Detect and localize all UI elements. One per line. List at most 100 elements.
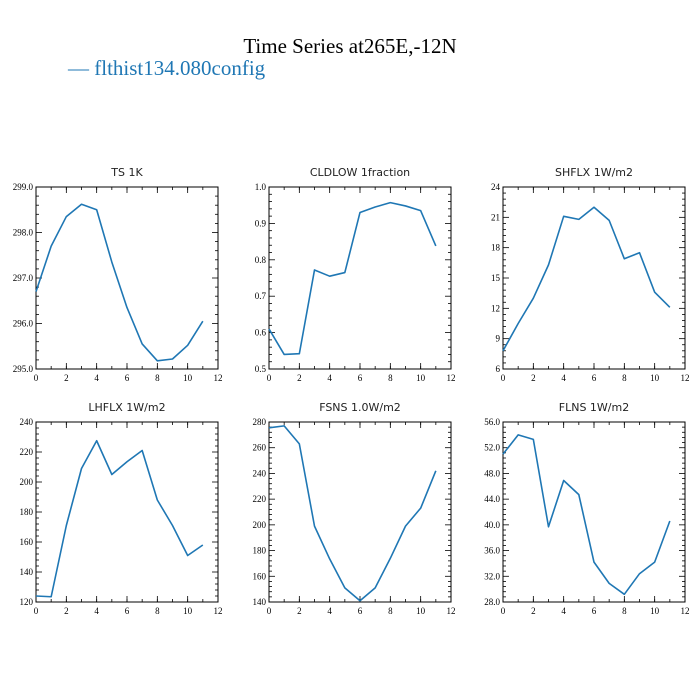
series-line bbox=[502, 434, 671, 596]
y-tick-label: 298.0 bbox=[13, 228, 34, 238]
panel-title: LHFLX 1W/m2 bbox=[88, 401, 165, 414]
y-tick-label: 28.0 bbox=[484, 597, 500, 607]
x-tick-label: 6 bbox=[592, 373, 597, 383]
y-tick-label: 15 bbox=[491, 273, 501, 283]
y-tick-label: 0.7 bbox=[255, 291, 267, 301]
x-tick-label: 10 bbox=[650, 373, 660, 383]
y-tick-label: 160 bbox=[20, 537, 34, 547]
x-tick-label: 8 bbox=[622, 606, 627, 616]
x-tick-label: 2 bbox=[531, 373, 536, 383]
y-tick-label: 36.0 bbox=[484, 546, 500, 556]
y-tick-label: 280 bbox=[253, 417, 267, 427]
x-tick-label: 10 bbox=[183, 606, 193, 616]
x-tick-label: 4 bbox=[327, 373, 332, 383]
y-tick-label: 140 bbox=[20, 567, 34, 577]
legend-entry: — flthist134.080config bbox=[68, 56, 266, 80]
x-tick-label: 6 bbox=[125, 373, 130, 383]
panel-title: TS 1K bbox=[110, 166, 143, 179]
series-line bbox=[35, 203, 204, 362]
series-line bbox=[35, 439, 204, 598]
x-tick-label: 6 bbox=[358, 606, 363, 616]
x-tick-label: 10 bbox=[416, 606, 426, 616]
y-tick-label: 180 bbox=[253, 546, 267, 556]
x-tick-label: 8 bbox=[388, 373, 393, 383]
x-tick-label: 8 bbox=[388, 606, 393, 616]
x-tick-label: 2 bbox=[531, 606, 536, 616]
y-tick-label: 200 bbox=[20, 477, 34, 487]
x-tick-label: 0 bbox=[34, 373, 39, 383]
y-tick-label: 1.0 bbox=[255, 182, 267, 192]
x-tick-label: 2 bbox=[297, 606, 302, 616]
y-tick-label: 140 bbox=[253, 597, 267, 607]
x-tick-label: 12 bbox=[681, 606, 690, 616]
y-tick-label: 52.0 bbox=[484, 443, 500, 453]
x-tick-label: 10 bbox=[183, 373, 193, 383]
x-tick-label: 0 bbox=[501, 606, 506, 616]
y-tick-label: 32.0 bbox=[484, 571, 500, 581]
y-tick-label: 120 bbox=[20, 597, 34, 607]
panel-6: FLNS 1W/m2 0 2 4 6 8 10 12 28.0 32.0 36.0 40.0 44.0 4… bbox=[484, 401, 689, 616]
panel-5: FSNS 1.0W/m2 0 2 4 6 8 10 12 140 160 180 200 220 240 2… bbox=[253, 401, 456, 616]
x-tick-label: 12 bbox=[447, 373, 456, 383]
plot-frame bbox=[268, 421, 452, 603]
x-tick-label: 8 bbox=[155, 606, 160, 616]
x-tick-label: 12 bbox=[681, 373, 690, 383]
y-tick-label: 260 bbox=[253, 443, 267, 453]
panel-4: LHFLX 1W/m2 0 2 4 6 8 10 12 120 140 160 180 200 220 24… bbox=[20, 401, 223, 616]
series-line bbox=[268, 425, 437, 602]
x-tick-label: 0 bbox=[34, 606, 39, 616]
x-tick-label: 12 bbox=[214, 373, 223, 383]
panel-1: TS 1K 0 2 4 6 8 10 12 295.0 296.0 297.0 298.0 299.0 bbox=[13, 166, 223, 383]
y-tick-label: 297.0 bbox=[13, 273, 34, 283]
y-tick-label: 48.0 bbox=[484, 468, 500, 478]
y-tick-label: 296.0 bbox=[13, 319, 34, 329]
panel-title: CLDLOW 1fraction bbox=[310, 166, 410, 179]
y-tick-label: 240 bbox=[253, 468, 267, 478]
x-tick-label: 2 bbox=[64, 373, 69, 383]
panel-title: FSNS 1.0W/m2 bbox=[319, 401, 401, 414]
x-tick-label: 10 bbox=[416, 373, 426, 383]
y-tick-label: 40.0 bbox=[484, 520, 500, 530]
panel-title: FLNS 1W/m2 bbox=[559, 401, 629, 414]
x-tick-label: 4 bbox=[561, 606, 566, 616]
y-tick-label: 220 bbox=[253, 494, 267, 504]
x-tick-label: 8 bbox=[622, 373, 627, 383]
x-tick-label: 4 bbox=[94, 606, 99, 616]
y-tick-label: 44.0 bbox=[484, 494, 500, 504]
y-tick-label: 160 bbox=[253, 571, 267, 581]
series-line bbox=[502, 206, 671, 352]
x-tick-label: 4 bbox=[94, 373, 99, 383]
x-tick-label: 2 bbox=[297, 373, 302, 383]
plot-frame bbox=[502, 421, 686, 603]
y-tick-label: 0.6 bbox=[255, 328, 267, 338]
y-tick-label: 21 bbox=[491, 212, 500, 222]
x-tick-label: 6 bbox=[358, 373, 363, 383]
plot-frame bbox=[502, 186, 686, 370]
x-tick-label: 0 bbox=[267, 606, 272, 616]
y-tick-label: 56.0 bbox=[484, 417, 500, 427]
panel-2: CLDLOW 1fraction 0 2 4 6 8 10 12 0.5 0.6 0.7 0.8 0.9… bbox=[255, 166, 456, 383]
series-line bbox=[268, 201, 437, 356]
x-tick-label: 12 bbox=[214, 606, 223, 616]
y-tick-label: 6 bbox=[496, 364, 501, 374]
x-tick-label: 6 bbox=[125, 606, 130, 616]
y-tick-label: 0.9 bbox=[255, 218, 267, 228]
x-tick-label: 8 bbox=[155, 373, 160, 383]
x-tick-label: 4 bbox=[561, 373, 566, 383]
y-tick-label: 240 bbox=[20, 417, 34, 427]
panel-title: SHFLX 1W/m2 bbox=[555, 166, 633, 179]
x-tick-label: 2 bbox=[64, 606, 69, 616]
y-tick-label: 299.0 bbox=[13, 182, 34, 192]
y-tick-label: 12 bbox=[491, 303, 500, 313]
x-tick-label: 12 bbox=[447, 606, 456, 616]
y-tick-label: 200 bbox=[253, 520, 267, 530]
y-tick-label: 9 bbox=[496, 334, 501, 344]
plot-frame bbox=[35, 421, 219, 603]
y-tick-label: 18 bbox=[491, 243, 501, 253]
x-tick-label: 10 bbox=[650, 606, 660, 616]
y-tick-label: 24 bbox=[491, 182, 501, 192]
x-tick-label: 0 bbox=[501, 373, 506, 383]
x-tick-label: 4 bbox=[327, 606, 332, 616]
